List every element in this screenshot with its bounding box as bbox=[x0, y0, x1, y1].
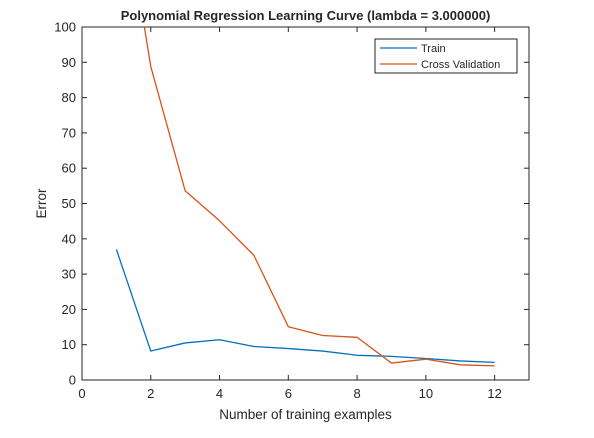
x-tick-label: 2 bbox=[147, 386, 154, 401]
y-axis-label: Error bbox=[34, 188, 49, 219]
y-tick-label: 20 bbox=[62, 302, 76, 317]
y-tick-label: 30 bbox=[62, 267, 76, 282]
legend-box bbox=[374, 38, 518, 74]
legend-label: Train bbox=[421, 43, 446, 55]
x-axis-ticks: 0 2 4 6 8 10 12 bbox=[78, 27, 502, 401]
series-line-cross-validation bbox=[143, 27, 495, 367]
y-tick-label: 70 bbox=[62, 125, 76, 140]
y-tick-label: 60 bbox=[62, 161, 76, 176]
series-layer bbox=[115, 27, 495, 367]
y-tick-label: 40 bbox=[62, 231, 76, 246]
y-axis-ticks: 0 10 20 30 40 50 60 70 80 90 100 bbox=[54, 20, 529, 388]
y-tick-label: 90 bbox=[62, 55, 76, 70]
x-tick-label: 0 bbox=[78, 386, 85, 401]
y-tick-label: 100 bbox=[54, 20, 76, 35]
x-tick-label: 12 bbox=[487, 386, 501, 401]
y-tick-label: 0 bbox=[69, 373, 76, 388]
x-tick-label: 6 bbox=[285, 386, 292, 401]
x-axis-label: Number of training examples bbox=[219, 407, 392, 422]
x-tick-label: 4 bbox=[216, 386, 223, 401]
legend-label: Cross Validation bbox=[421, 59, 500, 71]
y-tick-label: 80 bbox=[62, 90, 76, 105]
y-tick-label: 50 bbox=[62, 196, 76, 211]
y-tick-label: 10 bbox=[62, 337, 76, 352]
legend: Train Cross Validation bbox=[374, 38, 518, 74]
x-tick-label: 8 bbox=[353, 386, 360, 401]
plot-area bbox=[81, 26, 530, 381]
series-line-train bbox=[115, 249, 495, 363]
x-tick-label: 10 bbox=[419, 386, 433, 401]
chart-title: Polynomial Regression Learning Curve (la… bbox=[121, 8, 491, 23]
